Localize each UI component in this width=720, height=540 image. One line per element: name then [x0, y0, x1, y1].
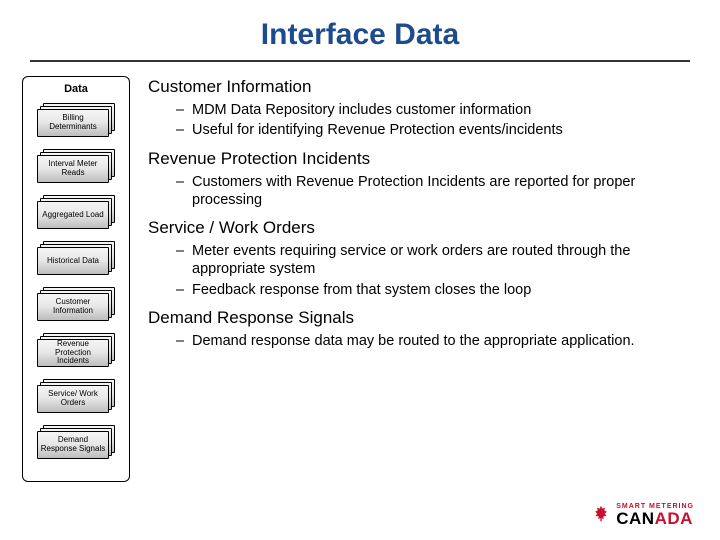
data-stack: Revenue Protection Incidents: [37, 333, 115, 367]
maple-leaf-icon: [590, 504, 612, 526]
logo-n: N: [642, 509, 655, 528]
bullet-list: Meter events requiring service or work o…: [148, 242, 700, 298]
data-panel-heading: Data: [29, 83, 123, 95]
data-stack: Interval Meter Reads: [37, 149, 115, 183]
body: Data Billing Determinants Interval Meter …: [0, 62, 720, 482]
bullet-list: Customers with Revenue Protection Incide…: [148, 173, 700, 209]
bullet-item: Demand response data may be routed to th…: [148, 332, 700, 350]
data-stack: Demand Response Signals: [37, 425, 115, 459]
data-card-front: Historical Data: [37, 247, 109, 275]
logo-c: C: [616, 509, 629, 528]
logo: SMART METERING CANADA: [590, 504, 694, 526]
data-card-front: Revenue Protection Incidents: [37, 339, 109, 367]
section-heading: Service / Work Orders: [148, 217, 700, 238]
data-card-front: Demand Response Signals: [37, 431, 109, 459]
data-card-front: Aggregated Load: [37, 201, 109, 229]
bullet-item: Useful for identifying Revenue Protectio…: [148, 121, 700, 139]
data-panel: Data Billing Determinants Interval Meter …: [22, 76, 130, 482]
bullet-item: Feedback response from that system close…: [148, 281, 700, 299]
section-heading: Demand Response Signals: [148, 307, 700, 328]
slide-title: Interface Data: [0, 0, 720, 60]
bullet-list: Demand response data may be routed to th…: [148, 332, 700, 350]
data-stack: Customer Information: [37, 287, 115, 321]
bullet-item: MDM Data Repository includes customer in…: [148, 101, 700, 119]
data-stack: Billing Determinants: [37, 103, 115, 137]
content: Customer Information MDM Data Repository …: [148, 76, 700, 482]
bullet-list: MDM Data Repository includes customer in…: [148, 101, 700, 139]
data-stack: Aggregated Load: [37, 195, 115, 229]
logo-a1: A: [629, 509, 642, 528]
section-heading: Customer Information: [148, 76, 700, 97]
data-card-front: Billing Determinants: [37, 109, 109, 137]
logo-wordmark: CANADA: [616, 511, 694, 526]
data-card-front: Service/ Work Orders: [37, 385, 109, 413]
data-card-front: Interval Meter Reads: [37, 155, 109, 183]
section-heading: Revenue Protection Incidents: [148, 148, 700, 169]
data-stack: Service/ Work Orders: [37, 379, 115, 413]
logo-ada: ADA: [655, 509, 693, 528]
bullet-item: Customers with Revenue Protection Incide…: [148, 173, 700, 209]
data-stack: Historical Data: [37, 241, 115, 275]
data-card-front: Customer Information: [37, 293, 109, 321]
bullet-item: Meter events requiring service or work o…: [148, 242, 700, 278]
